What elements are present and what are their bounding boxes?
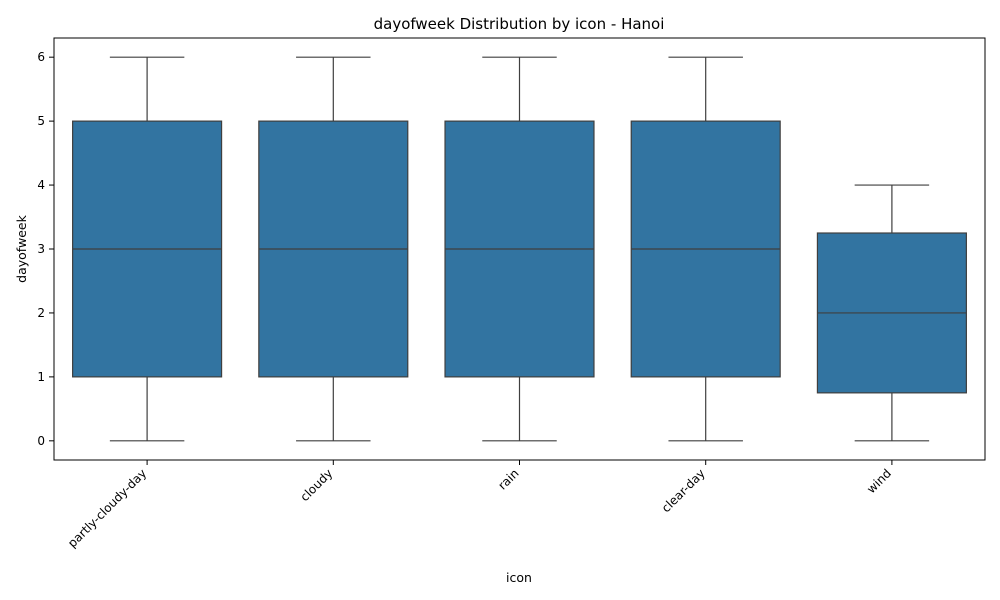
y-tick-label: 3 (37, 242, 45, 256)
y-tick-label: 5 (37, 114, 45, 128)
y-tick-label: 1 (37, 370, 45, 384)
chart-title: dayofweek Distribution by icon - Hanoi (374, 15, 665, 33)
y-tick-label: 4 (37, 178, 45, 192)
y-axis-label: dayofweek (14, 214, 29, 282)
x-tick-label: wind (864, 466, 894, 496)
y-tick-label: 2 (37, 306, 45, 320)
x-tick-label: cloudy (298, 466, 336, 504)
x-tick-label: partly-cloudy-day (65, 466, 149, 550)
x-tick-label: clear-day (659, 466, 708, 515)
plot-area: 0 1 2 3 4 5 6 partly-cloudy-day cloudy rain clear-… (37, 37, 986, 550)
x-tick-label: rain (495, 466, 521, 492)
y-tick-label: 6 (37, 50, 45, 64)
y-tick-label: 0 (37, 434, 45, 448)
x-axis-label: icon (506, 570, 532, 585)
